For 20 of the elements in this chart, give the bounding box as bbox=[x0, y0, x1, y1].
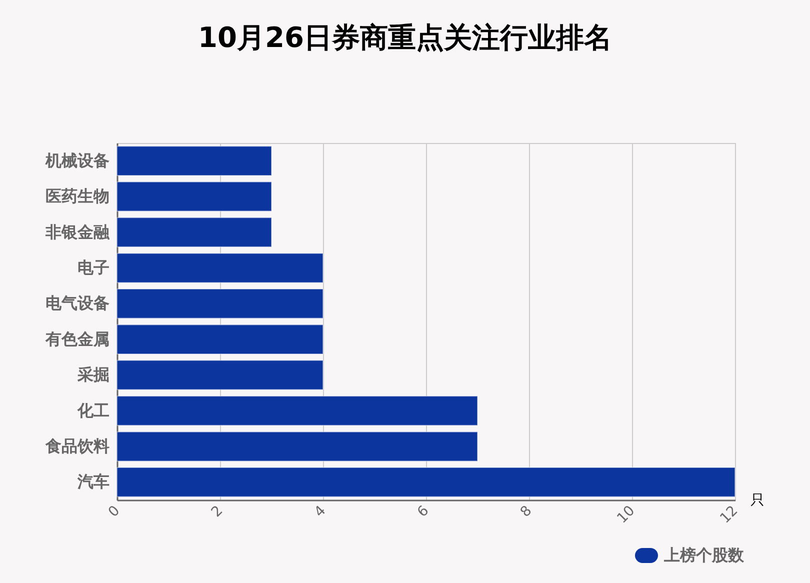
y-tick-label: 汽车 bbox=[76, 472, 110, 492]
y-tick-label: 有色金属 bbox=[44, 329, 110, 348]
x-tick-label: 8 bbox=[518, 502, 536, 520]
x-axis-title: 只 bbox=[750, 492, 764, 508]
y-tick-label: 电子 bbox=[78, 258, 110, 277]
y-tick-label: 医药生物 bbox=[46, 186, 110, 206]
y-tick-label: 机械设备 bbox=[44, 150, 110, 170]
x-tick-label: 0 bbox=[106, 502, 124, 520]
chart-title: 10月26日券商重点关注行业排名 bbox=[198, 21, 612, 54]
legend-label: 上榜个股数 bbox=[663, 546, 745, 564]
x-tick-label: 10 bbox=[614, 502, 638, 527]
y-tick-label: 非银金融 bbox=[44, 222, 110, 242]
y-tick-label: 电气设备 bbox=[46, 294, 110, 313]
y-tick-label: 食品饮料 bbox=[44, 436, 110, 456]
y-tick-label: 化工 bbox=[76, 400, 110, 420]
y-tick-label: 采掘 bbox=[76, 365, 110, 384]
x-tick-label: 4 bbox=[312, 502, 330, 520]
x-tick-label: 12 bbox=[717, 502, 742, 527]
x-tick-label: 6 bbox=[414, 502, 432, 520]
x-tick-label: 2 bbox=[208, 502, 226, 520]
